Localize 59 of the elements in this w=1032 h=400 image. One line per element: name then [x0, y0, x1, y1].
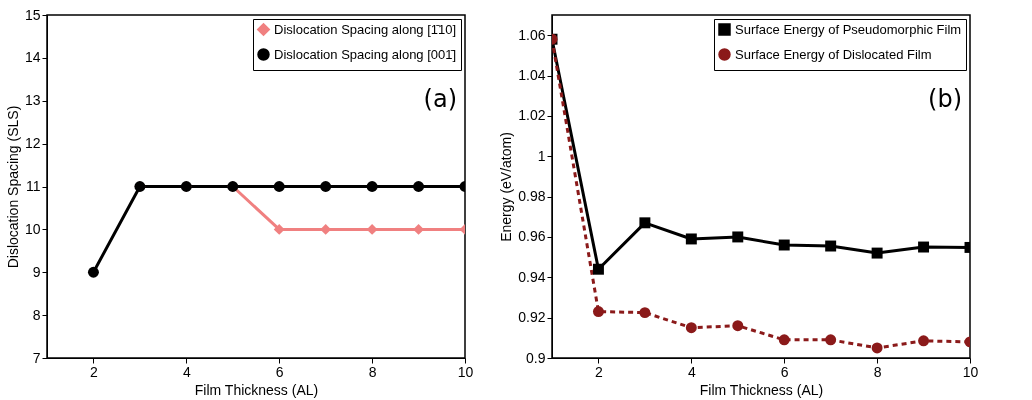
annotation: (b) [928, 85, 962, 113]
y-tick-label: 0.94 [518, 268, 546, 285]
point [366, 181, 378, 192]
x-tick-label: 6 [275, 363, 284, 380]
annotation: (a) [423, 85, 457, 113]
point [871, 247, 883, 259]
point [592, 306, 604, 318]
point [592, 263, 604, 275]
y-tick-label: 0.92 [518, 309, 546, 326]
y-tick-label: 1.04 [518, 67, 546, 84]
point [871, 342, 883, 354]
point [87, 266, 99, 278]
point [685, 233, 697, 245]
point [413, 181, 425, 192]
y-tick-label: 1.06 [518, 26, 546, 43]
point [685, 322, 697, 334]
y-tick-label: 0.96 [518, 228, 546, 245]
y-tick-label: 11 [25, 178, 41, 194]
point [320, 181, 332, 192]
y-tick-label: 14 [24, 49, 41, 66]
y-axis-title: Energy (eV/atom) [498, 132, 515, 242]
x-tick-label: 10 [962, 363, 979, 380]
y-tick-label: 9 [32, 263, 41, 280]
point [639, 307, 651, 319]
x-tick-label: 4 [687, 363, 696, 380]
point [732, 231, 744, 243]
point [778, 239, 790, 251]
legend-label: Dislocation Spacing along [001̄] [274, 46, 457, 62]
x-tick-label: 10 [457, 363, 474, 380]
y-tick-label: 7 [32, 349, 41, 366]
x-tick-label: 2 [595, 363, 604, 380]
legend-label: Dislocation Spacing along [1̄10] [274, 21, 457, 37]
y-tick-label: 1.02 [518, 107, 546, 124]
x-tick-label: 8 [368, 363, 377, 380]
y-axis-title: Dislocation Spacing (SLS) [4, 105, 21, 269]
y-tick-label: 13 [24, 92, 41, 109]
point [918, 335, 930, 347]
y-tick-label: 1 [537, 147, 546, 164]
x-tick-label: 6 [780, 363, 789, 380]
x-tick-label: 4 [182, 363, 191, 380]
y-tick-label: 0.98 [518, 188, 546, 205]
point [778, 334, 790, 346]
y-tick-label: 15 [24, 6, 41, 23]
point [639, 217, 651, 229]
x-axis-title: Film Thickness (AL) [699, 381, 824, 398]
legend-label: Surface Energy of Pseudomorphic Film [735, 21, 962, 37]
x-tick-label: 2 [90, 363, 99, 380]
point [825, 240, 837, 252]
y-tick-label: 8 [32, 306, 41, 323]
point [732, 320, 744, 332]
x-tick-label: 8 [873, 363, 882, 380]
point [273, 181, 285, 192]
y-tick-label: 10 [24, 220, 41, 237]
y-tick-label: 0.9 [526, 349, 546, 366]
y-tick-label: 12 [24, 135, 41, 152]
point [918, 241, 930, 253]
point [825, 334, 837, 346]
x-axis-title: Film Thickness (AL) [194, 381, 319, 398]
legend-label: Surface Energy of Dislocated Film [735, 46, 932, 62]
